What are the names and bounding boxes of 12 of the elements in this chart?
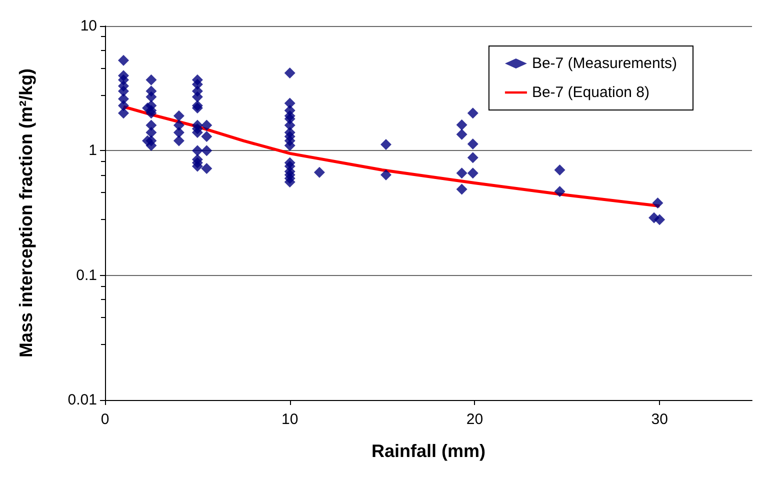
legend-label: Be-7 (Equation 8) [532, 84, 650, 101]
y-axis-title: Mass interception fraction (m²/kg) [16, 68, 36, 358]
x-tick-label: 20 [466, 411, 484, 428]
y-tick-label: 1 [88, 142, 97, 160]
x-tick-label: 10 [282, 411, 298, 428]
y-tick-label: 0.1 [76, 266, 97, 284]
y-tick-label: 10 [80, 18, 97, 34]
x-tick-label: 0 [100, 411, 110, 428]
x-tick-label: 30 [651, 411, 668, 428]
legend-label: Be-7 (Measurements) [532, 55, 678, 72]
x-axis-title: Rainfall (mm) [371, 441, 486, 461]
y-tick-label: 0.01 [68, 392, 97, 408]
